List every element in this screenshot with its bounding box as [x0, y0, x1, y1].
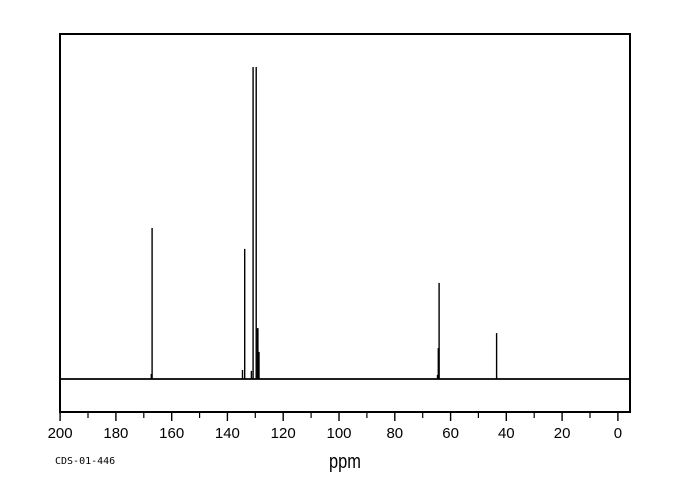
x-axis-tick-label: 180	[103, 425, 128, 442]
x-axis-tick-label: 20	[554, 425, 571, 442]
x-axis-tick-label: 0	[614, 425, 622, 442]
plot-frame	[59, 33, 631, 413]
x-axis-tick-label: 200	[48, 425, 73, 442]
x-axis-tick-label: 120	[271, 425, 296, 442]
x-axis-tick-label: 80	[386, 425, 403, 442]
x-axis-unit-label: ppm	[329, 451, 361, 473]
x-axis-tick-label: 160	[159, 425, 184, 442]
x-axis-tick-label: 140	[215, 425, 240, 442]
x-axis-tick-label: 40	[498, 425, 515, 442]
x-axis-tick-label: 60	[442, 425, 459, 442]
x-axis-tick-label: 100	[326, 425, 351, 442]
sample-id-label: CDS-01-446	[55, 456, 116, 467]
